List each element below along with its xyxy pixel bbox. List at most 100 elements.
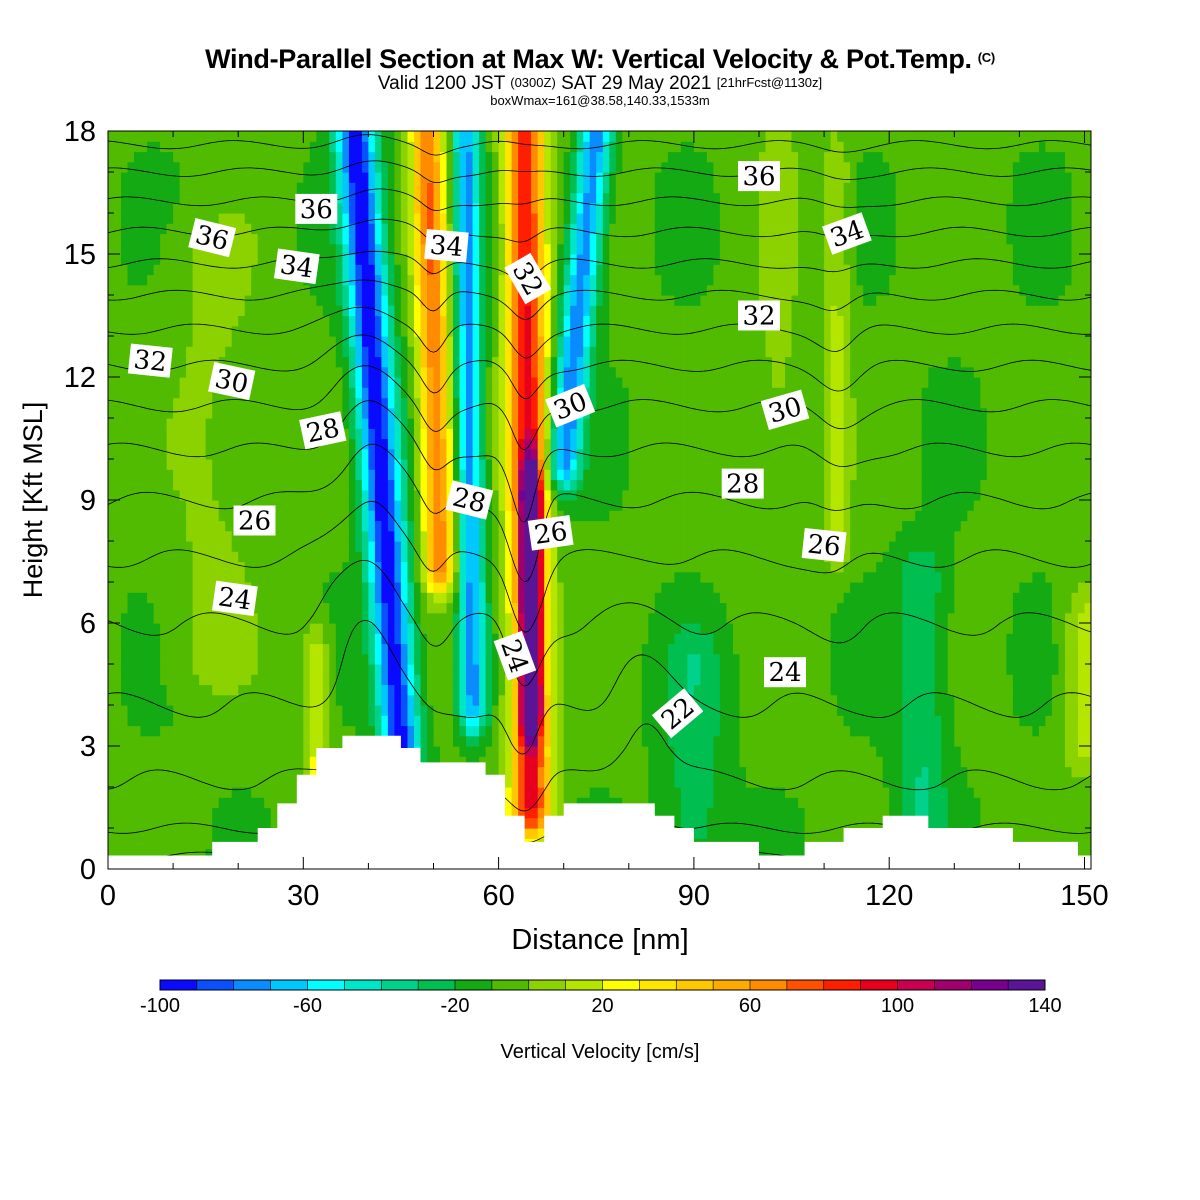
w-cell	[231, 746, 239, 757]
w-cell	[993, 705, 1001, 716]
w-cell	[283, 582, 291, 593]
w-cell	[986, 571, 994, 583]
w-cell	[121, 623, 129, 634]
w-cell	[882, 756, 890, 768]
w-cell	[329, 643, 337, 655]
w-cell	[166, 715, 174, 727]
w-cell	[765, 797, 773, 809]
w-cell	[583, 776, 591, 788]
w-cell	[264, 694, 272, 706]
w-cell	[680, 592, 688, 604]
w-cell	[407, 623, 415, 634]
w-cell	[140, 643, 148, 655]
w-cell	[264, 582, 272, 593]
w-cell	[134, 807, 142, 819]
w-cell	[186, 530, 194, 542]
w-cell	[192, 705, 200, 716]
w-cell	[348, 592, 356, 604]
w-cell	[706, 828, 714, 839]
w-cell	[381, 725, 389, 737]
w-cell	[615, 787, 623, 798]
w-cell	[531, 571, 539, 583]
w-cell	[361, 653, 369, 665]
w-cell	[863, 705, 871, 716]
w-cell	[400, 612, 408, 624]
w-cell	[993, 561, 1001, 573]
w-cell	[752, 643, 760, 655]
w-cell	[479, 664, 487, 675]
w-cell	[928, 582, 936, 593]
w-cell	[876, 602, 884, 614]
w-cell	[1045, 684, 1053, 696]
w-cell	[453, 530, 461, 542]
w-cell	[583, 653, 591, 665]
w-cell	[134, 684, 142, 696]
w-cell	[772, 571, 780, 583]
w-cell	[557, 715, 565, 727]
w-cell	[713, 797, 721, 809]
w-cell	[1006, 807, 1014, 819]
w-cell	[824, 828, 832, 839]
w-cell	[889, 756, 897, 768]
w-cell	[693, 664, 701, 675]
w-cell	[674, 766, 682, 778]
w-cell	[225, 776, 233, 788]
w-cell	[316, 582, 324, 593]
w-cell	[772, 756, 780, 768]
w-cell	[654, 551, 662, 563]
w-cell	[687, 725, 695, 737]
w-cell	[583, 530, 591, 542]
w-cell	[830, 807, 838, 819]
w-cell	[733, 582, 741, 593]
w-cell	[238, 530, 246, 542]
w-cell	[869, 582, 877, 593]
w-cell	[876, 530, 884, 542]
w-cell	[231, 633, 239, 645]
w-cell	[648, 746, 656, 757]
w-cell	[192, 664, 200, 675]
w-cell	[505, 797, 513, 809]
w-cell	[453, 623, 461, 634]
w-cell	[785, 838, 793, 850]
w-cell	[869, 807, 877, 819]
w-cell	[570, 623, 578, 634]
w-cell	[850, 664, 858, 675]
w-cell	[1012, 766, 1020, 778]
w-cell	[856, 776, 864, 788]
w-cell	[121, 715, 129, 727]
w-cell	[967, 787, 975, 798]
w-cell	[596, 633, 604, 645]
w-cell	[225, 787, 233, 798]
w-cell	[811, 787, 819, 798]
w-cell	[160, 602, 168, 614]
w-cell	[238, 694, 246, 706]
w-cell	[687, 797, 695, 809]
w-cell	[459, 653, 467, 665]
w-cell	[153, 797, 161, 809]
w-cell	[440, 623, 448, 634]
w-cell	[726, 623, 734, 634]
w-cell	[557, 684, 565, 696]
w-cell	[518, 592, 526, 604]
w-cell	[739, 551, 747, 563]
w-cell	[218, 664, 226, 675]
w-cell	[869, 735, 877, 747]
w-cell	[706, 725, 714, 737]
w-cell	[882, 623, 890, 634]
w-cell	[654, 633, 662, 645]
w-cell	[238, 705, 246, 716]
w-cell	[290, 694, 298, 706]
w-cell	[1032, 623, 1040, 634]
w-cell	[986, 705, 994, 716]
w-cell	[706, 643, 714, 655]
w-cell	[544, 756, 552, 768]
w-cell	[693, 766, 701, 778]
w-cell	[394, 633, 402, 645]
w-cell	[192, 530, 200, 542]
w-cell	[700, 817, 708, 829]
w-cell	[1025, 817, 1033, 829]
w-cell	[1084, 797, 1091, 809]
w-cell	[726, 715, 734, 727]
w-cell	[654, 592, 662, 604]
w-cell	[641, 797, 649, 809]
